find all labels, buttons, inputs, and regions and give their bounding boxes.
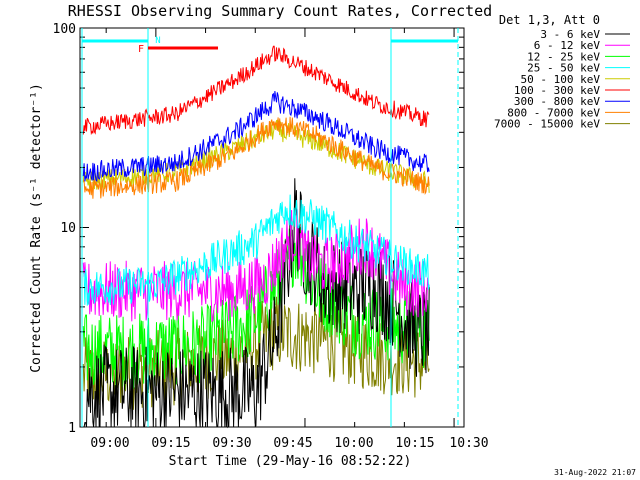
legend-label-3: 25 - 50 keV — [527, 62, 600, 75]
y-tick-label-100: 100 — [53, 22, 76, 37]
legend-label-5: 100 - 300 keV — [514, 84, 600, 97]
series-line-3-6kev — [83, 178, 430, 429]
series-line-300-800kev — [82, 90, 430, 183]
x-tick-label-1015: 10:15 — [395, 436, 434, 451]
x-tick-label-1030: 10:30 — [449, 436, 488, 451]
legend-header: Det 1,3, Att 0 — [499, 13, 600, 27]
chart-title: RHESSI Observing Summary Count Rates, Co… — [68, 2, 492, 20]
y-tick-label-1: 1 — [68, 421, 76, 436]
series-line-50-100kev — [82, 119, 430, 193]
flare-marker: F — [138, 44, 218, 55]
legend-label-0: 3 - 6 keV — [540, 28, 600, 41]
legend-label-7: 800 - 7000 keV — [507, 106, 600, 119]
flare-label: F — [138, 44, 144, 55]
legend-label-6: 300 - 800 keV — [514, 95, 600, 108]
series-line-25-50kev — [82, 194, 430, 306]
series-layer — [82, 45, 430, 429]
series-line-12-25kev — [82, 221, 430, 390]
night-interval-marker: N — [81, 28, 459, 427]
x-tick-label-0945: 09:45 — [273, 436, 312, 451]
x-axis-label: Start Time (29-May-16 08:52:22) — [169, 454, 412, 469]
x-tick-label-0930: 09:30 — [212, 436, 251, 451]
series-line-800-7000kev — [82, 116, 430, 199]
y-tick-label-10: 10 — [60, 221, 76, 236]
series-line-7000-15000kev — [82, 296, 430, 410]
night-label: N — [155, 36, 160, 46]
x-tick-label-1000: 10:00 — [334, 436, 373, 451]
footer-timestamp: 31-Aug-2022 21:07 — [554, 468, 636, 477]
series-line-100-300kev — [82, 45, 430, 136]
legend-label-1: 6 - 12 keV — [534, 39, 601, 52]
series-line-6-12kev — [82, 208, 430, 323]
x-tick-label-0915: 09:15 — [151, 436, 190, 451]
x-axis-ticks — [105, 28, 455, 427]
y-axis-label: Corrected Count Rate (s⁻¹ detector⁻¹) — [29, 83, 44, 373]
legend-label-2: 12 - 25 keV — [527, 50, 600, 63]
legend-label-8: 7000 - 15000 keV — [494, 118, 600, 131]
x-tick-label-0900: 09:00 — [90, 436, 129, 451]
legend-label-4: 50 - 100 keV — [521, 73, 601, 86]
